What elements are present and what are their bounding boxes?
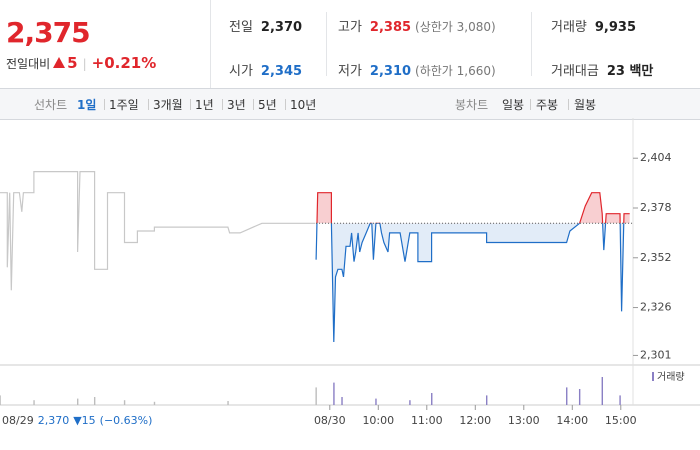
separator	[222, 99, 223, 110]
current-price: 2,375	[6, 16, 91, 49]
volume-bar	[33, 400, 35, 405]
tab[interactable]: 3년	[227, 98, 246, 112]
info-label: 거래량	[551, 20, 587, 35]
summary-part: (−0.63%)	[100, 414, 153, 427]
x-tick-label: 12:00	[459, 414, 491, 427]
change-value: 5	[67, 54, 78, 72]
info-label: 저가	[338, 64, 362, 79]
tab[interactable]: 주봉	[536, 98, 559, 112]
info-label: 전일	[229, 20, 253, 35]
x-tick-label: 15:00	[605, 414, 637, 427]
y-tick-label: 2,352	[640, 251, 672, 264]
volume-bar	[601, 377, 603, 405]
info-cell: 저가 2,310 (하한가 1,660)	[338, 60, 496, 79]
summary-part: 08/29	[2, 414, 34, 427]
separator: |	[82, 57, 87, 71]
price-line-up	[316, 192, 630, 224]
summary-part: 2,370	[38, 414, 70, 427]
info-value: 23 백만	[606, 64, 654, 79]
x-tick-label: 11:00	[411, 414, 443, 427]
tab[interactable]: 월봉	[574, 98, 597, 112]
volume-bar	[566, 387, 568, 405]
chart: 2,404 2,378 2,352 2,326 2,301 08/30 10:00 11:00…	[0, 118, 700, 427]
info-note: (상한가 3,080)	[415, 20, 496, 34]
info-cell: 거래대금 23 백만	[551, 60, 653, 79]
volume-bar	[315, 387, 317, 405]
volume-bar	[0, 395, 1, 405]
quote-info: 전일 2,370 고가 2,385 (상한가 3,080) 거래량 9,935 시가 2,…	[210, 0, 700, 88]
volume-bar	[431, 393, 433, 405]
summary-part: ▼15	[73, 414, 95, 427]
info-label: 고가	[338, 20, 362, 35]
separator	[530, 99, 531, 110]
x-tick-label: 13:00	[508, 414, 540, 427]
prev-day-summary: 08/29 2,370 ▼15 (−0.63%)	[2, 414, 152, 427]
tab-bar: 선차트 1일 1주일 3개월 1년 3년 5년 10년 봉차트 일봉 주봉 월봉	[0, 89, 700, 120]
info-cell: 거래량 9,935	[551, 16, 636, 35]
separator	[285, 99, 286, 110]
y-tick-label: 2,378	[640, 201, 672, 214]
volume-bar	[409, 400, 411, 405]
up-icon	[53, 57, 66, 68]
change-row: 전일대비 5 | +0.21%	[6, 54, 156, 72]
info-cell: 고가 2,385 (상한가 3,080)	[338, 16, 496, 35]
tab[interactable]: 1주일	[109, 98, 139, 112]
y-tick-label: 2,301	[640, 348, 672, 361]
info-value: 2,310	[369, 64, 412, 79]
tab-group-label: 봉차트	[455, 98, 489, 112]
separator	[190, 99, 191, 110]
volume-bar	[333, 382, 335, 405]
volume-bar	[93, 397, 96, 405]
separator	[531, 12, 532, 76]
info-value: 2,370	[260, 20, 303, 35]
area-down	[316, 223, 624, 342]
change-rate: +0.21%	[91, 54, 157, 72]
info-note: (하한가 1,660)	[415, 64, 496, 78]
tab[interactable]: 3개월	[153, 98, 183, 112]
separator	[253, 99, 254, 110]
y-tick-label: 2,326	[640, 301, 672, 314]
legend-label: 거래량	[657, 371, 685, 383]
x-tick-label: 10:00	[362, 414, 394, 427]
volume-bar	[578, 389, 581, 405]
volume-bar	[375, 398, 377, 405]
tab[interactable]: 5년	[258, 98, 277, 112]
volume-bar	[76, 398, 79, 405]
tab-group-label: 선차트	[34, 98, 68, 112]
price-line	[315, 223, 625, 343]
y-tick-label: 2,404	[640, 151, 672, 164]
tab[interactable]: 1일	[77, 98, 97, 112]
volume-bar	[341, 397, 343, 405]
area-up	[316, 192, 630, 224]
volume-bar	[227, 401, 229, 405]
volume-bar	[486, 395, 488, 405]
info-cell: 시가 2,345	[229, 60, 302, 79]
separator	[148, 99, 149, 110]
separator	[568, 99, 569, 110]
info-label: 시가	[229, 64, 253, 79]
tab[interactable]: 일봉	[502, 98, 525, 112]
tab[interactable]: 10년	[290, 98, 317, 112]
tab[interactable]: 1년	[195, 98, 214, 112]
quote-header: 2,375 전일대비 5 | +0.21% 전일 2,370 고가 2,385 (상한가 3…	[0, 0, 700, 89]
legend-swatch	[652, 372, 654, 381]
change-label: 전일대비	[6, 57, 51, 71]
info-value: 9,935	[594, 20, 637, 35]
info-cell: 전일 2,370	[229, 16, 302, 35]
info-value: 2,385	[369, 20, 412, 35]
x-tick-label: 14:00	[556, 414, 588, 427]
volume-bar	[619, 395, 621, 405]
price-line	[0, 171, 316, 291]
volume-bar	[123, 400, 126, 405]
info-value: 2,345	[260, 64, 303, 79]
x-tick-label: 08/30	[314, 414, 346, 427]
volume-bar	[153, 401, 156, 405]
info-label: 거래대금	[551, 64, 599, 79]
separator	[104, 99, 105, 110]
separator	[326, 12, 327, 76]
